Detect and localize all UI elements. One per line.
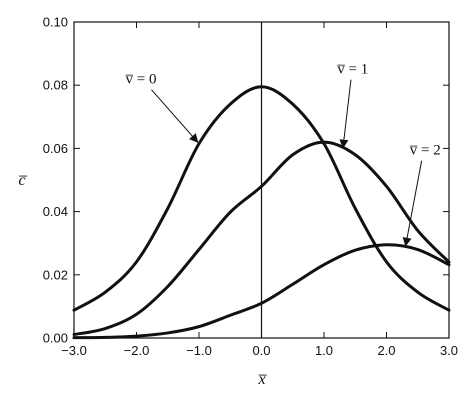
- y-tick-label: 0.06: [43, 141, 68, 156]
- series-line-2: [72, 243, 451, 340]
- annotations-group: v̅ = 0 v̅ = 1 v̅ = 2: [125, 62, 441, 247]
- x-tick-label: 0.0: [252, 343, 270, 358]
- series-line-1: [72, 140, 451, 337]
- x-tick-label: 3.0: [440, 343, 458, 358]
- annotation-label: v̅ = 2: [410, 143, 441, 159]
- y-tick-label: 0.00: [43, 331, 68, 346]
- x-axis-label: x̅: [257, 371, 266, 388]
- y-tick-label: 0.02: [43, 267, 68, 282]
- annotation-arrow: [151, 89, 199, 143]
- series-group: [72, 85, 451, 340]
- x-tick-label: 2.0: [377, 343, 395, 358]
- y-axis-label: c̅: [18, 172, 27, 189]
- y-tick-label: 0.08: [43, 78, 68, 93]
- y-tick-label: 0.10: [43, 15, 68, 30]
- x-tick-label: −2.0: [124, 343, 150, 358]
- annotation-arrow: [339, 79, 352, 149]
- series-line-0: [72, 85, 451, 312]
- x-tick-label: 1.0: [315, 343, 333, 358]
- annotation-label: v̅ = 1: [337, 62, 368, 78]
- annotation-arrow: [402, 160, 423, 247]
- x-tick-label: −3.0: [61, 343, 87, 358]
- annotation-label: v̅ = 0: [125, 72, 156, 88]
- y-tick-label: 0.04: [43, 204, 68, 219]
- axis-ticks: −3.0 −2.0 −1.0 0.0 1.0 2.0 3.0 0.00 0.02 0.04 0.06…: [43, 15, 458, 359]
- x-tick-label: −1.0: [186, 343, 212, 358]
